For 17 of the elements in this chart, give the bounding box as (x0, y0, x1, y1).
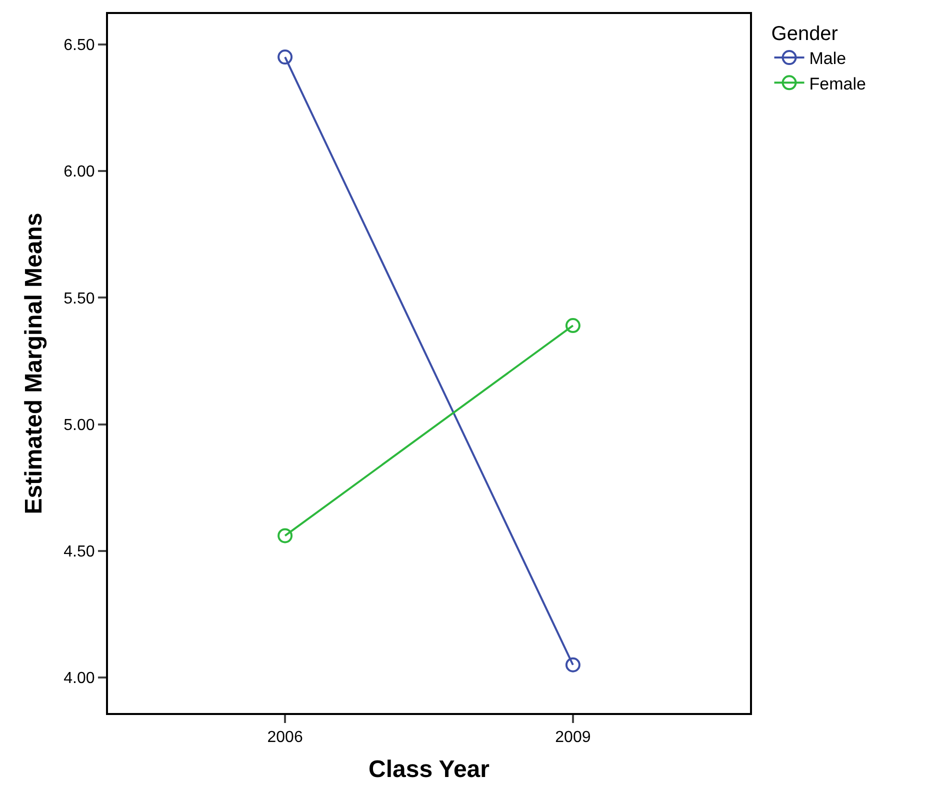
y-tick-label: 5.00 (64, 416, 95, 434)
y-tick-label: 6.00 (64, 164, 95, 181)
y-axis-title: Estimated Marginal Means (20, 212, 48, 514)
x-tick-label: 2006 (267, 729, 303, 746)
legend-label: Male (809, 49, 846, 68)
point (565, 318, 580, 334)
y-tick-label: 4.00 (64, 670, 95, 688)
point (278, 528, 293, 544)
point (278, 50, 293, 65)
legend-label: Female (809, 74, 866, 94)
y-tick-label: 4.50 (64, 544, 95, 561)
x-axis-title: Class Year (368, 756, 490, 783)
y-tick-label: 6.50 (64, 36, 95, 54)
x-tick-label: 2009 (555, 729, 591, 746)
legend-title: Gender (771, 23, 838, 45)
y-tick-label: 5.50 (64, 290, 95, 308)
point (565, 657, 580, 672)
